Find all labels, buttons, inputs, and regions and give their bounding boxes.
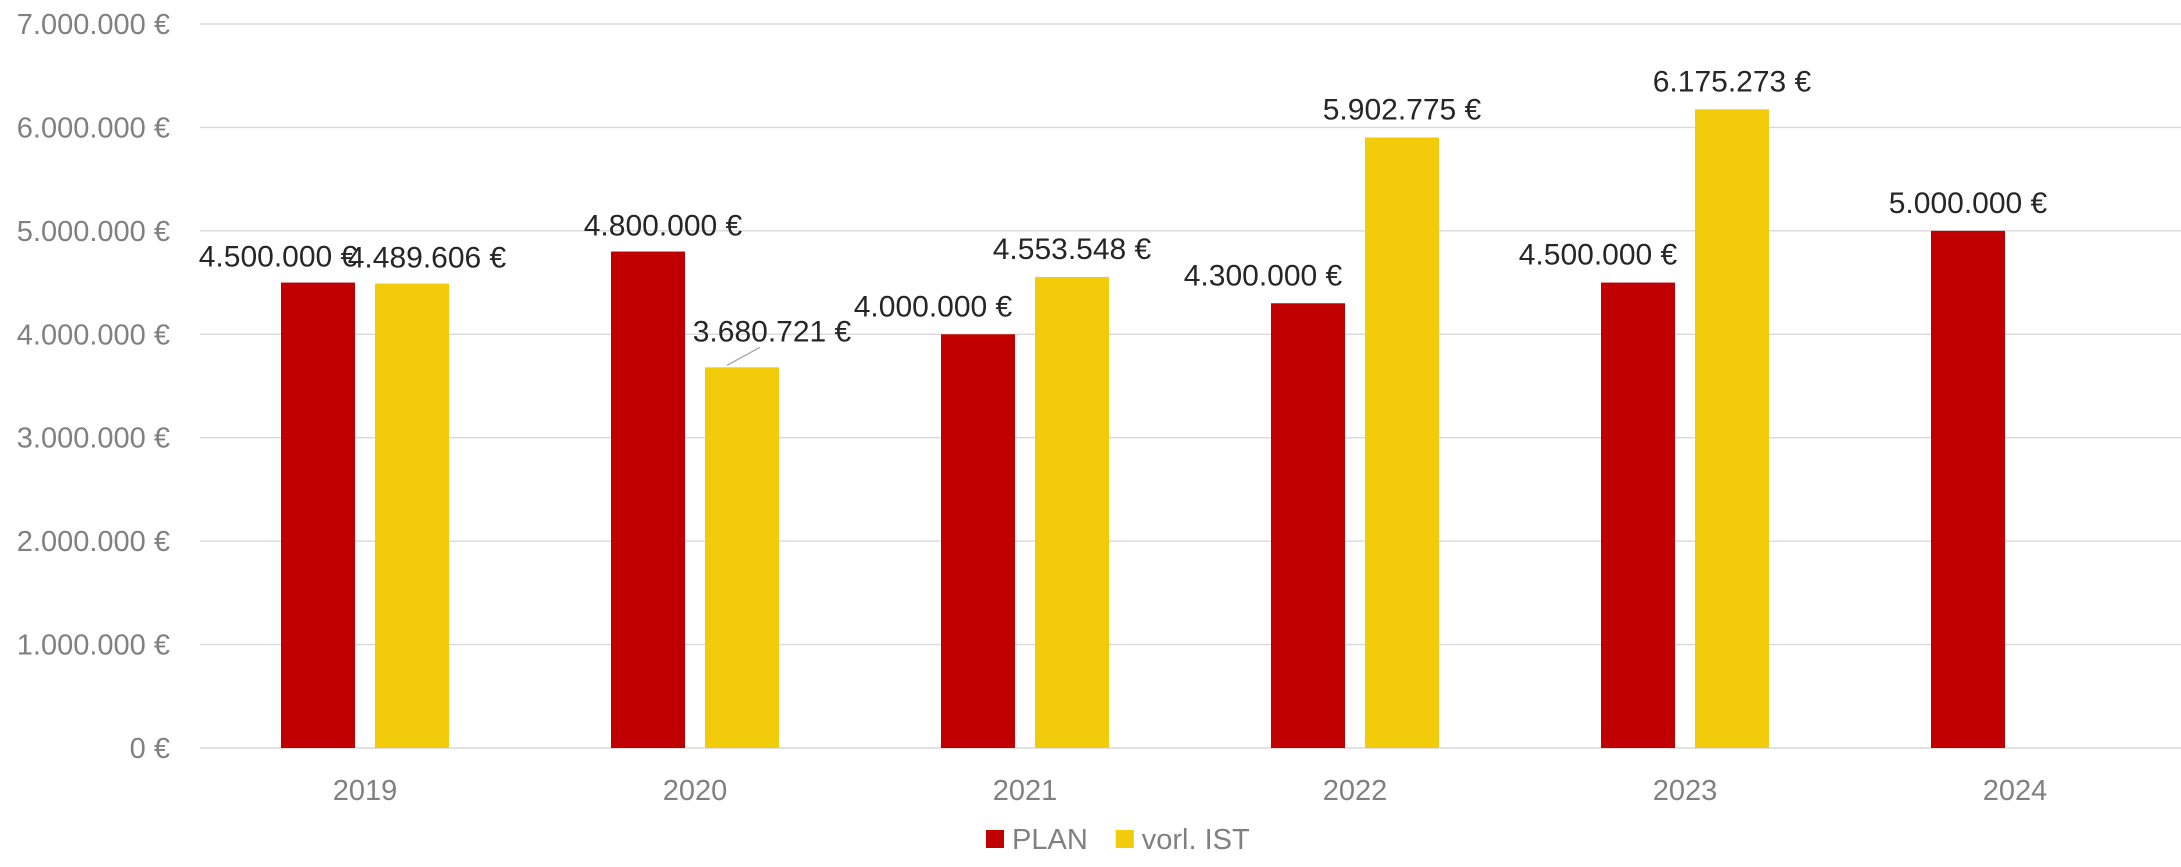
data-labels: 4.500.000 € 4.800.000 € 4.000.000 € 4.300.0… xyxy=(199,65,2048,366)
data-label: 4.489.606 € xyxy=(348,242,507,275)
bar-vorl-ist-2021 xyxy=(1035,277,1109,748)
y-tick-label: 5.000.000 € xyxy=(17,216,170,248)
bar-plan-2021 xyxy=(941,334,1015,748)
x-tick-label: 2020 xyxy=(663,775,728,807)
data-label: 5.902.775 € xyxy=(1323,93,1482,126)
y-tick-label: 2.000.000 € xyxy=(17,526,170,558)
legend-label: PLAN xyxy=(1012,824,1088,856)
legend-item: PLAN xyxy=(986,824,1088,856)
y-tick-label: 3.000.000 € xyxy=(17,423,170,455)
data-label: 4.800.000 € xyxy=(584,210,743,243)
data-label: 4.300.000 € xyxy=(1184,259,1343,292)
y-tick-label: 6.000.000 € xyxy=(17,112,170,144)
x-tick-label: 2021 xyxy=(993,775,1058,807)
bar-plan-2022 xyxy=(1271,303,1345,748)
data-label: 3.680.721 € xyxy=(693,315,852,348)
x-axis-ticks: 2019 2020 2021 2022 2023 2024 xyxy=(333,775,2048,807)
data-label: 4.500.000 € xyxy=(199,241,358,274)
x-tick-label: 2023 xyxy=(1653,775,1718,807)
data-label: 4.000.000 € xyxy=(854,290,1013,323)
y-tick-label: 7.000.000 € xyxy=(17,9,170,41)
bar-plan-2023 xyxy=(1601,282,1675,748)
bar-plan-2019 xyxy=(281,282,355,748)
x-tick-label: 2022 xyxy=(1323,775,1388,807)
y-tick-label: 1.000.000 € xyxy=(17,630,170,662)
gridlines xyxy=(200,23,2181,749)
bar-plan-2024 xyxy=(1931,230,2005,748)
bar-vorl-ist-2020 xyxy=(705,367,779,748)
x-tick-label: 2019 xyxy=(333,775,398,807)
legend-item: vorl. IST xyxy=(1115,824,1250,856)
data-label-leader-line xyxy=(726,346,761,366)
bar-vorl-ist-2019 xyxy=(375,283,449,748)
legend: PLAN vorl. IST xyxy=(986,824,1250,856)
data-label: 4.553.548 € xyxy=(993,233,1152,266)
legend-swatch xyxy=(986,830,1004,848)
data-label: 6.175.273 € xyxy=(1653,65,1812,98)
legend-swatch xyxy=(1115,830,1134,848)
y-axis-ticks: 0 € 1.000.000 € 2.000.000 € 3.000.000 € 4.00… xyxy=(17,9,170,765)
bar-vorl-ist-2022 xyxy=(1365,137,1439,748)
bar-vorl-ist-2023 xyxy=(1695,109,1769,748)
x-tick-label: 2024 xyxy=(1983,775,2048,807)
data-label: 4.500.000 € xyxy=(1519,239,1678,272)
bars xyxy=(281,109,2005,749)
y-tick-label: 4.000.000 € xyxy=(17,319,170,351)
y-tick-label: 0 € xyxy=(130,733,170,765)
data-label: 5.000.000 € xyxy=(1889,187,2048,220)
bar-plan-2020 xyxy=(611,251,685,749)
legend-label: vorl. IST xyxy=(1142,824,1250,856)
